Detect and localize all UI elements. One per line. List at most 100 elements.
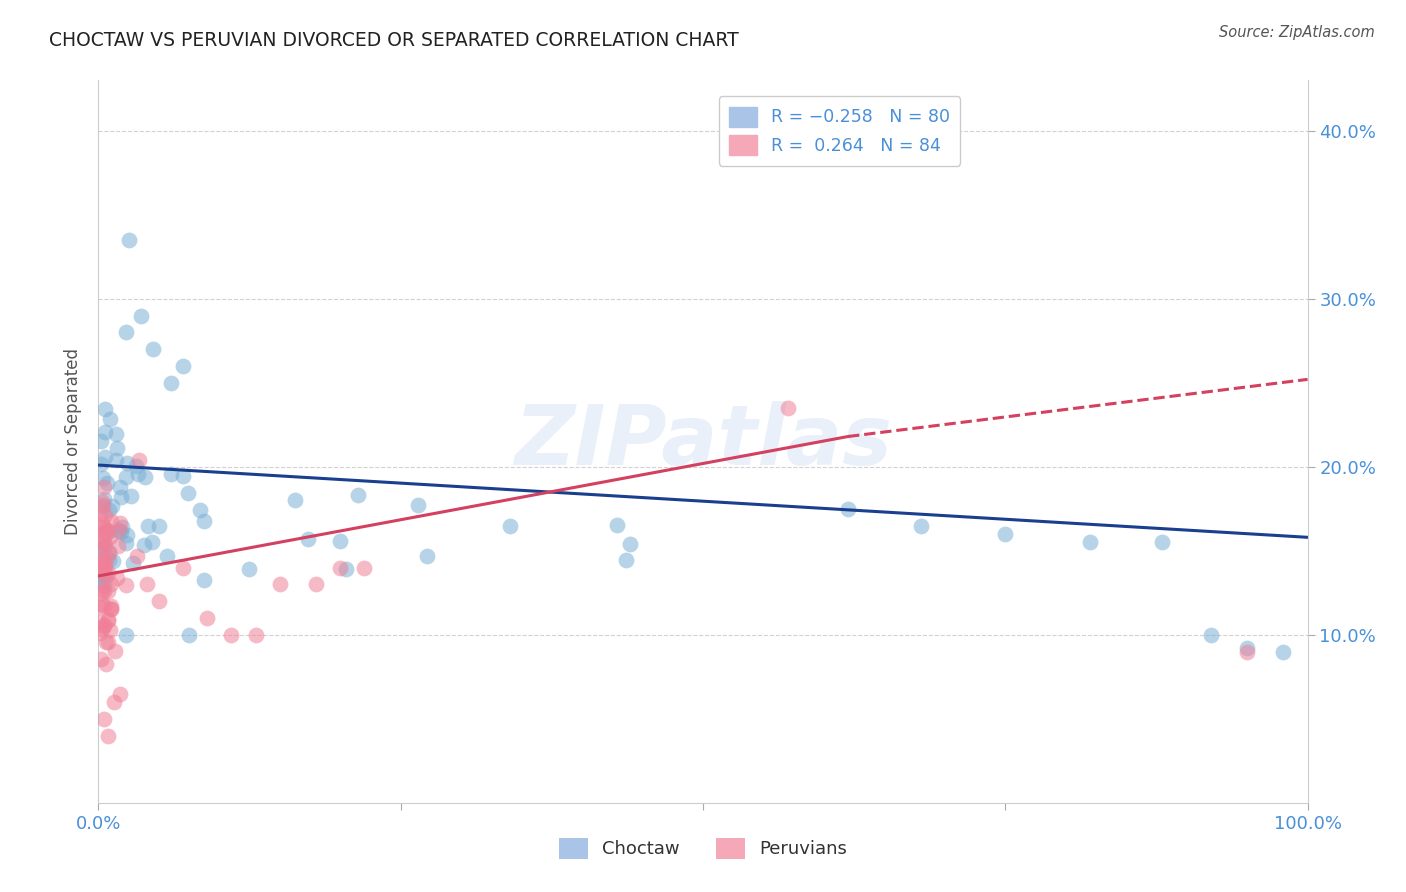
Point <box>110 490 132 504</box>
Point <box>93 618 115 632</box>
Point <box>104 427 127 442</box>
Point <box>305 577 328 591</box>
Point <box>90 582 112 596</box>
Legend: Choctaw, Peruvians: Choctaw, Peruvians <box>551 830 855 866</box>
Point <box>93 492 115 507</box>
Point <box>97 613 120 627</box>
Point <box>416 549 439 563</box>
Point <box>108 687 131 701</box>
Point <box>335 562 357 576</box>
Point <box>172 469 194 483</box>
Point <box>97 613 120 627</box>
Point <box>129 309 152 323</box>
Point <box>134 470 156 484</box>
Point <box>132 538 155 552</box>
Point <box>837 501 859 516</box>
Point <box>127 467 149 482</box>
Point <box>124 458 146 473</box>
Point <box>90 570 112 584</box>
Point <box>1272 644 1295 658</box>
Point <box>118 233 141 247</box>
Point <box>347 488 370 502</box>
Point <box>93 450 115 464</box>
Point <box>97 566 120 580</box>
Point <box>89 560 111 574</box>
Point <box>128 453 150 467</box>
Point <box>93 712 115 726</box>
Point <box>93 584 115 599</box>
Point <box>90 575 112 590</box>
Text: Source: ZipAtlas.com: Source: ZipAtlas.com <box>1219 25 1375 40</box>
Point <box>100 602 122 616</box>
Point <box>100 514 122 528</box>
Point <box>91 622 114 636</box>
Point <box>91 566 114 581</box>
Point <box>94 561 117 575</box>
Point <box>160 467 183 482</box>
Point <box>94 538 117 552</box>
Point <box>101 499 124 513</box>
Y-axis label: Divorced or Separated: Divorced or Separated <box>65 348 83 535</box>
Point <box>91 549 114 563</box>
Point <box>91 586 114 600</box>
Point <box>89 626 111 640</box>
Point <box>135 577 157 591</box>
Point <box>91 534 114 549</box>
Point <box>193 574 215 588</box>
Point <box>283 492 305 507</box>
Point <box>115 578 138 592</box>
Point <box>245 628 267 642</box>
Point <box>193 514 215 528</box>
Point <box>97 553 120 567</box>
Point <box>89 615 111 629</box>
Point <box>91 470 114 484</box>
Point <box>97 584 120 599</box>
Point <box>90 553 112 567</box>
Point <box>329 533 352 548</box>
Point <box>111 520 134 534</box>
Point <box>195 611 218 625</box>
Point <box>115 456 138 470</box>
Point <box>1236 644 1258 658</box>
Point <box>96 549 118 564</box>
Point <box>94 635 117 649</box>
Point <box>100 601 122 615</box>
Text: CHOCTAW VS PERUVIAN DIVORCED OR SEPARATED CORRELATION CHART: CHOCTAW VS PERUVIAN DIVORCED OR SEPARATE… <box>49 31 740 50</box>
Point <box>114 326 136 340</box>
Point <box>148 519 170 533</box>
Point <box>499 518 522 533</box>
Point <box>107 523 129 537</box>
Text: ZIPatlas: ZIPatlas <box>515 401 891 482</box>
Point <box>155 549 177 564</box>
Point <box>100 599 122 614</box>
Point <box>1236 641 1258 656</box>
Point <box>93 578 115 592</box>
Point <box>96 523 118 537</box>
Point <box>94 508 117 523</box>
Point <box>142 342 165 356</box>
Point <box>93 425 115 439</box>
Point <box>93 534 115 549</box>
Point <box>141 534 163 549</box>
Point <box>115 528 138 542</box>
Point <box>108 516 131 530</box>
Point <box>93 520 115 534</box>
Point <box>125 549 148 564</box>
Point <box>103 695 125 709</box>
Point <box>89 520 111 534</box>
Point <box>90 651 112 665</box>
Point <box>101 554 124 568</box>
Point <box>994 527 1017 541</box>
Point <box>93 560 115 574</box>
Point <box>91 552 114 566</box>
Point <box>89 599 111 614</box>
Point <box>160 376 183 390</box>
Point <box>238 562 260 576</box>
Point <box>94 526 117 541</box>
Point <box>96 635 118 649</box>
Point <box>98 530 121 544</box>
Point <box>104 644 127 658</box>
Point <box>90 434 112 448</box>
Point <box>115 628 138 642</box>
Point <box>614 552 637 566</box>
